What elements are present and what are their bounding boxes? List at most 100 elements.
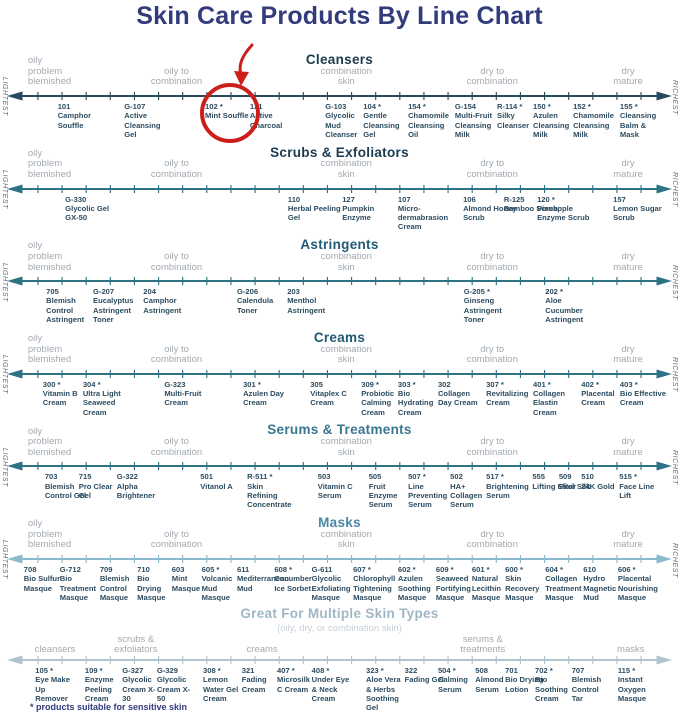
product-code: 608 * xyxy=(274,565,293,574)
product-line-section-great-for-multiple-skin-types: Great For Multiple Skin Types (oily, dry,… xyxy=(0,606,679,712)
skin-type-zone-label: dry mature xyxy=(613,528,643,551)
product-line-section-cleansers: Cleansers oily problem blemished oily to c… xyxy=(0,52,679,145)
product-name: Hydro Magnetic Mud xyxy=(583,574,617,602)
product-name: Silky Cleanser xyxy=(497,111,530,130)
axis-arrow-right-icon xyxy=(656,655,672,665)
product-label: 304 * Ultra Light Seaweed Cream xyxy=(83,380,129,417)
product-name: Placental Cream xyxy=(581,389,615,408)
product-label: 701 Bio Drying Lotion xyxy=(505,666,545,694)
product-name: Eucalyptus Astringent Toner xyxy=(93,296,134,324)
product-code: 304 * xyxy=(82,379,101,389)
product-label: 609 * Seaweed Fortifying Masque xyxy=(436,565,474,602)
skin-type-zone-label: dry to combination xyxy=(466,528,518,551)
product-code: 154 * xyxy=(408,102,426,111)
product-code: G-330 xyxy=(65,194,87,204)
product-name: Glycolic Cream X-30 xyxy=(122,675,156,703)
product-name: Face Line Lift xyxy=(619,481,655,500)
product-code: 555 xyxy=(532,472,545,482)
lightest-label: LIGHTEST xyxy=(1,447,8,487)
product-name: Bio Soothing Cream xyxy=(535,675,568,703)
product-name: Eye Make Up Remover xyxy=(35,675,70,703)
product-name: Under Eye & Neck Cream xyxy=(311,675,350,703)
product-name: Alpha Brightener xyxy=(116,481,156,500)
product-name: Pro Clear Gel xyxy=(78,481,113,500)
skin-type-zone-label: oily to combination xyxy=(150,250,203,273)
product-name: Aloe Cucumber Astringent xyxy=(545,296,584,324)
product-label: 502 HA+ Collagen Serum xyxy=(450,472,494,509)
skin-type-zone-label: oily to combination xyxy=(150,343,203,366)
axis-arrow-left-icon xyxy=(7,184,23,194)
lightest-label: LIGHTEST xyxy=(1,77,8,117)
product-label: 715 Pro Clear Gel xyxy=(79,472,123,500)
product-label: 107 Micro-dermabrasion Cream xyxy=(398,195,452,232)
product-code: 600 * xyxy=(505,565,523,574)
product-label: R-125 Bamboo Scrub xyxy=(504,195,558,214)
skin-type-zone-label: serums & treatments xyxy=(460,633,506,656)
product-label: 508 Almond Serum xyxy=(475,666,515,694)
richest-label: RICHEST xyxy=(671,357,678,393)
product-label: 102 * Mint Souffle xyxy=(205,102,251,121)
product-name: Ginseng Astringent Toner xyxy=(463,296,502,324)
product-label: 303 * Bio Hydrating Cream xyxy=(398,380,444,417)
product-label: 309 * Probiotic Calming Cream xyxy=(361,380,407,417)
product-label: 401 * Collagen Elastin Cream xyxy=(533,380,579,417)
product-code: 605 * xyxy=(201,565,220,574)
richest-label: RICHEST xyxy=(671,172,678,208)
skin-type-zone-label: oily problem blemished xyxy=(27,332,72,366)
page-title: Skin Care Products By Line Chart xyxy=(136,2,543,30)
product-label: 157 Lemon Sugar Scrub xyxy=(613,195,667,223)
product-code: G-322 xyxy=(116,472,138,482)
product-name: Vitamin C Serum xyxy=(317,481,353,500)
product-name: Seaweed Fortifying Masque xyxy=(435,574,471,602)
product-code: 204 xyxy=(143,287,156,297)
spectrum-axis xyxy=(7,655,672,665)
product-label: G-322 Alpha Brightener xyxy=(117,472,161,500)
axis-arrow-left-icon xyxy=(7,554,23,564)
product-name: Vitaplex C Cream xyxy=(310,389,347,408)
spectrum-axis xyxy=(7,91,672,101)
skin-type-zone-label: combination skin xyxy=(320,158,372,180)
skin-type-zone-label: combination skin xyxy=(320,436,372,458)
product-label: 322 Fading Gel xyxy=(405,666,445,685)
product-code: 708 xyxy=(23,565,37,574)
axis-arrow-left-icon xyxy=(7,276,23,286)
product-label: 601 * Natural Lecithin Masque xyxy=(472,565,510,602)
product-label: 321 Fading Cream xyxy=(242,666,282,694)
product-code: 157 xyxy=(613,194,626,204)
product-name: Line Preventing Serum xyxy=(408,481,448,510)
product-name: Instant Oxygen Masque xyxy=(617,675,647,703)
product-name: Lemon Sugar Scrub xyxy=(613,203,662,223)
axis-arrow-right-icon xyxy=(656,276,672,286)
product-label: 106 Almond Honey Scrub xyxy=(463,195,517,223)
skin-type-zone-label: combination skin xyxy=(320,250,372,273)
product-code: G-207 xyxy=(93,287,115,297)
section-title-creams: Creams xyxy=(313,329,366,345)
product-label: 307 * Revitalizing Cream xyxy=(486,380,532,408)
product-label: 509 Vital Silk xyxy=(559,472,603,491)
product-label: 402 * Placental Cream xyxy=(581,380,627,408)
product-code: 509 xyxy=(558,472,572,482)
product-name: Ultra Light Seaweed Cream xyxy=(82,389,121,417)
product-name: Camphor Souffle xyxy=(57,111,92,130)
product-code: 402 * xyxy=(581,379,599,389)
product-code: 715 xyxy=(78,472,92,482)
richest-label: RICHEST xyxy=(671,79,678,115)
product-code: 705 xyxy=(46,287,59,297)
product-label: 507 * Line Preventing Serum xyxy=(408,472,452,509)
product-name: Volcanic Mud Masque xyxy=(201,574,233,602)
product-label: 600 * Skin Recovery Masque xyxy=(505,565,543,602)
product-label: 204 Camphor Astringent xyxy=(143,287,195,315)
product-name: Chamomile Cleansing Milk xyxy=(573,111,614,139)
lightest-label: LIGHTEST xyxy=(1,355,8,395)
product-name: Almond Serum xyxy=(475,675,504,694)
product-label: G-205 * Ginseng Astringent Toner xyxy=(464,287,516,324)
product-name: HA+ Collagen Serum xyxy=(450,481,483,510)
product-label: 605 * Volcanic Mud Masque xyxy=(202,565,240,602)
lightest-label: LIGHTEST xyxy=(1,170,8,210)
product-code: 109 * xyxy=(84,666,103,675)
spectrum-axis xyxy=(7,276,672,286)
product-code: 401 * xyxy=(533,379,551,389)
product-label: 604 * Collagen Treatment Masque xyxy=(545,565,583,602)
product-name: Blemish Control Astringent xyxy=(46,296,85,324)
product-name: Lemon Water Gel Cream xyxy=(203,675,239,703)
